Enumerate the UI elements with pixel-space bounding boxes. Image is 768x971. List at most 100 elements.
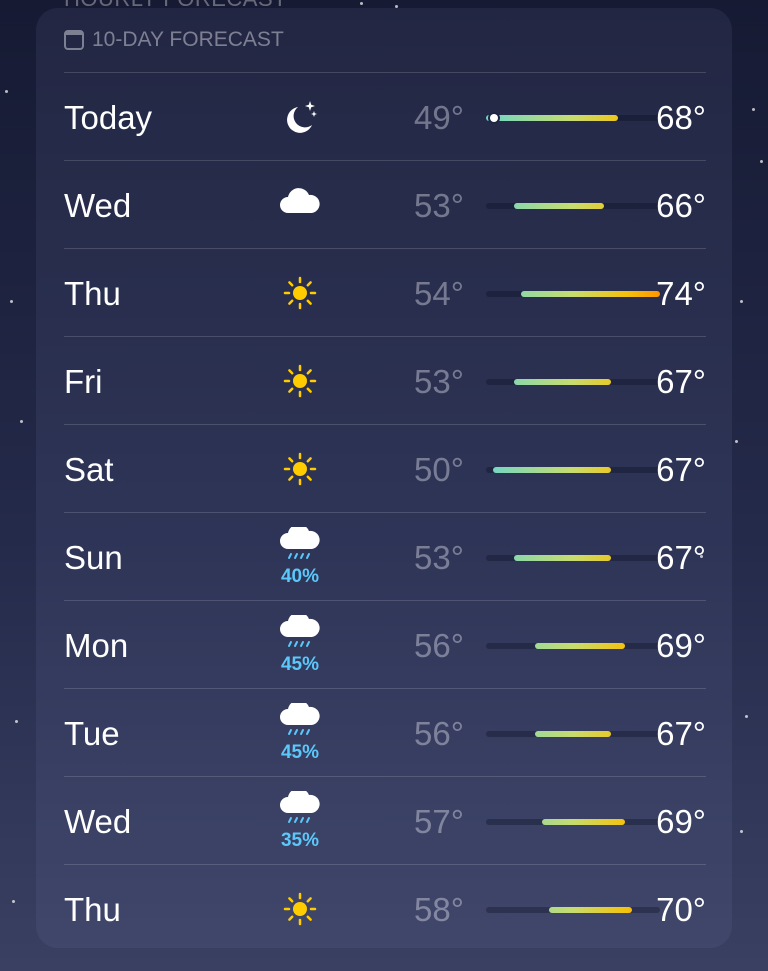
low-temp: 58°	[414, 891, 464, 928]
low-temp: 56°	[414, 715, 464, 752]
star	[745, 715, 748, 718]
temp-range-bar	[513, 379, 612, 385]
temp-range-track	[486, 114, 660, 122]
low-temp: 49°	[414, 99, 464, 136]
sun-icon	[280, 892, 320, 933]
card-header: 10-DAY FORECAST	[64, 28, 284, 52]
cloud-rain-icon	[278, 700, 322, 743]
temp-range-track	[486, 555, 660, 561]
star	[360, 2, 363, 5]
day-label: Thu	[64, 275, 121, 312]
temp-range-bar	[492, 467, 612, 473]
high-temp: 70°	[656, 891, 706, 928]
low-temp: 57°	[414, 803, 464, 840]
low-temp: 56°	[414, 627, 464, 664]
forecast-row[interactable]: Thu 54° 74°	[64, 248, 706, 336]
star	[735, 440, 738, 443]
day-label: Fri	[64, 363, 103, 400]
forecast-row[interactable]: Wed 35% 57° 69°	[64, 776, 706, 864]
weather-icon-wrap	[278, 273, 322, 318]
star	[740, 300, 743, 303]
forecast-row[interactable]: Sat 50° 67°	[64, 424, 706, 512]
temp-range-bar	[541, 819, 626, 825]
forecast-row[interactable]: Sun 40% 53° 67°	[64, 512, 706, 600]
weather-icon-wrap: 40%	[278, 524, 322, 588]
cloud-rain-icon	[278, 612, 322, 655]
ten-day-forecast-card: 10-DAY FORECAST Today 49° 68° Wed 53° 66°…	[36, 8, 732, 948]
low-temp: 54°	[414, 275, 464, 312]
high-temp: 69°	[656, 627, 706, 664]
low-temp: 50°	[414, 451, 464, 488]
star	[12, 900, 15, 903]
high-temp: 68°	[656, 99, 706, 136]
temp-range-bar	[534, 731, 612, 737]
high-temp: 66°	[656, 187, 706, 224]
weather-icon-wrap	[278, 361, 322, 406]
star	[700, 555, 703, 558]
precipitation-chance: 45%	[280, 742, 320, 763]
low-temp: 53°	[414, 539, 464, 576]
cloud-rain-icon	[278, 788, 322, 831]
moon-stars-icon	[280, 101, 320, 141]
star	[5, 90, 8, 93]
low-temp: 53°	[414, 363, 464, 400]
weather-icon-wrap: 45%	[278, 700, 322, 764]
sun-icon	[280, 364, 320, 405]
temp-range-track	[486, 379, 660, 385]
temp-range-bar	[548, 907, 633, 913]
weather-icon-wrap: 45%	[278, 612, 322, 676]
temp-range-bar	[520, 291, 660, 297]
star	[20, 420, 23, 423]
day-label: Wed	[64, 187, 132, 224]
forecast-row[interactable]: Thu 58° 70°	[64, 864, 706, 952]
high-temp: 67°	[656, 539, 706, 576]
star	[740, 830, 743, 833]
high-temp: 67°	[656, 715, 706, 752]
temp-range-track	[486, 467, 660, 473]
temp-range-track	[486, 819, 660, 825]
calendar-icon	[64, 30, 84, 50]
weather-icon-wrap	[278, 449, 322, 494]
precipitation-chance: 45%	[280, 654, 320, 675]
day-label: Wed	[64, 803, 132, 840]
sun-icon	[280, 276, 320, 317]
temp-range-bar	[534, 643, 626, 649]
day-label: Sat	[64, 451, 114, 488]
weather-icon-wrap: 35%	[278, 788, 322, 852]
day-label: Today	[64, 99, 153, 136]
temp-range-bar	[513, 203, 605, 209]
weather-icon-wrap	[278, 97, 322, 142]
forecast-row[interactable]: Fri 53° 67°	[64, 336, 706, 424]
current-temp-dot	[490, 114, 498, 122]
forecast-row[interactable]: Wed 53° 66°	[64, 160, 706, 248]
card-title: 10-DAY FORECAST	[92, 28, 284, 51]
high-temp: 67°	[656, 451, 706, 488]
forecast-row[interactable]: Tue 45% 56° 67°	[64, 688, 706, 776]
star	[395, 5, 398, 8]
forecast-row[interactable]: Mon 45% 56° 69°	[64, 600, 706, 688]
day-label: Tue	[64, 715, 120, 752]
cloud-icon	[278, 188, 322, 219]
star	[10, 300, 13, 303]
temp-range-track	[486, 203, 660, 209]
precipitation-chance: 35%	[280, 830, 320, 851]
star	[15, 720, 18, 723]
star	[760, 160, 763, 163]
day-label: Sun	[64, 539, 123, 576]
precipitation-chance: 40%	[280, 566, 320, 587]
temp-range-track	[486, 907, 660, 913]
high-temp: 74°	[656, 275, 706, 312]
forecast-row[interactable]: Today 49° 68°	[64, 72, 706, 160]
weather-icon-wrap	[278, 185, 322, 220]
day-label: Mon	[64, 627, 129, 664]
high-temp: 69°	[656, 803, 706, 840]
temp-range-track	[486, 291, 660, 297]
temp-range-bar	[513, 555, 612, 561]
weather-icon-wrap	[278, 889, 322, 934]
hourly-forecast-label: HOURLY FORECAST	[64, 0, 287, 12]
temp-range-bar	[486, 115, 619, 121]
low-temp: 53°	[414, 187, 464, 224]
temp-range-track	[486, 643, 660, 649]
sun-icon	[280, 452, 320, 493]
high-temp: 67°	[656, 363, 706, 400]
